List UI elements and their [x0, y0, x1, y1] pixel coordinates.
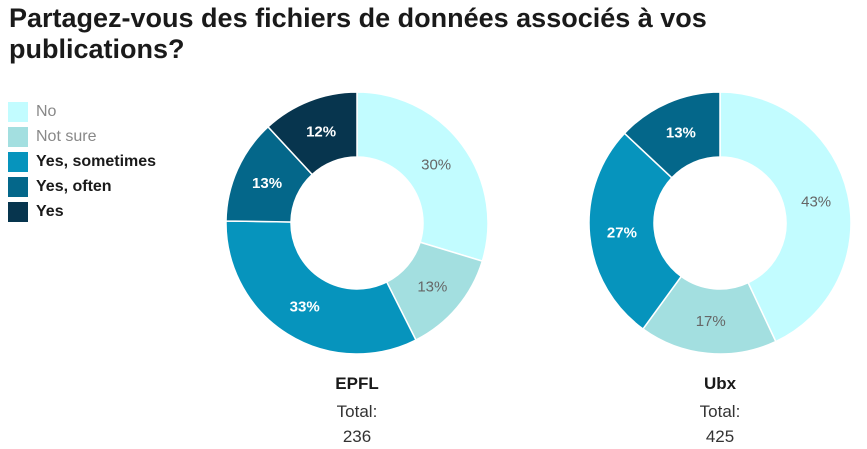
legend-item-yes-sometimes: Yes, sometimes	[8, 149, 156, 174]
slice-label-epfl-yes-often: 13%	[252, 175, 282, 192]
slice-label-ubx-no: 43%	[801, 194, 831, 211]
slice-label-epfl-not-sure: 13%	[417, 278, 447, 295]
total-label-ubx: Total:	[700, 402, 741, 421]
legend-item-not-sure: Not sure	[8, 124, 156, 149]
legend-swatch-not-sure	[8, 126, 28, 147]
donut-slice-ubx-yes-often	[623, 91, 721, 179]
legend-swatch-no	[8, 101, 28, 122]
legend-label-yes-sometimes: Yes, sometimes	[36, 152, 157, 170]
total-value-epfl: 236	[343, 427, 371, 446]
chart-name-ubx: Ubx	[704, 374, 737, 393]
donut-epfl: 30% 13% 33% 13% 12%	[225, 91, 489, 355]
legend-label-yes-often: Yes, often	[36, 177, 112, 195]
legend: No Not sure Yes, sometimes Yes, often Ye…	[8, 99, 156, 224]
donut-slice-ubx-no	[719, 91, 852, 343]
total-label-epfl: Total:	[337, 402, 378, 421]
slice-label-ubx-yes-sometimes: 27%	[607, 224, 637, 241]
total-value-ubx: 425	[706, 427, 734, 446]
donut-slice-ubx-yes-sometimes	[588, 132, 683, 331]
legend-label-not-sure: Not sure	[36, 127, 97, 145]
slice-label-epfl-no: 30%	[421, 156, 451, 173]
legend-label-no: No	[36, 102, 57, 120]
donut-ubx: 43% 17% 27% 13%	[588, 91, 852, 355]
chart-title: Partagez-vous des fichiers de données as…	[9, 3, 707, 64]
legend-item-yes-often: Yes, often	[8, 174, 156, 199]
slice-label-ubx-yes-often: 13%	[666, 125, 696, 142]
donut-slice-epfl-no	[356, 91, 489, 263]
legend-swatch-yes-often	[8, 176, 28, 197]
chart-name-epfl: EPFL	[335, 374, 378, 393]
legend-swatch-yes	[8, 201, 28, 222]
slice-label-epfl-yes-sometimes: 33%	[290, 298, 320, 315]
slice-label-ubx-not-sure: 17%	[696, 313, 726, 330]
legend-swatch-yes-sometimes	[8, 151, 28, 172]
legend-label-yes: Yes	[36, 202, 64, 220]
donut-slice-epfl-yes-sometimes	[225, 220, 417, 355]
slice-label-epfl-yes: 12%	[306, 123, 336, 140]
legend-item-yes: Yes	[8, 199, 156, 224]
legend-item-no: No	[8, 99, 156, 124]
donut-slice-epfl-yes	[266, 91, 358, 176]
